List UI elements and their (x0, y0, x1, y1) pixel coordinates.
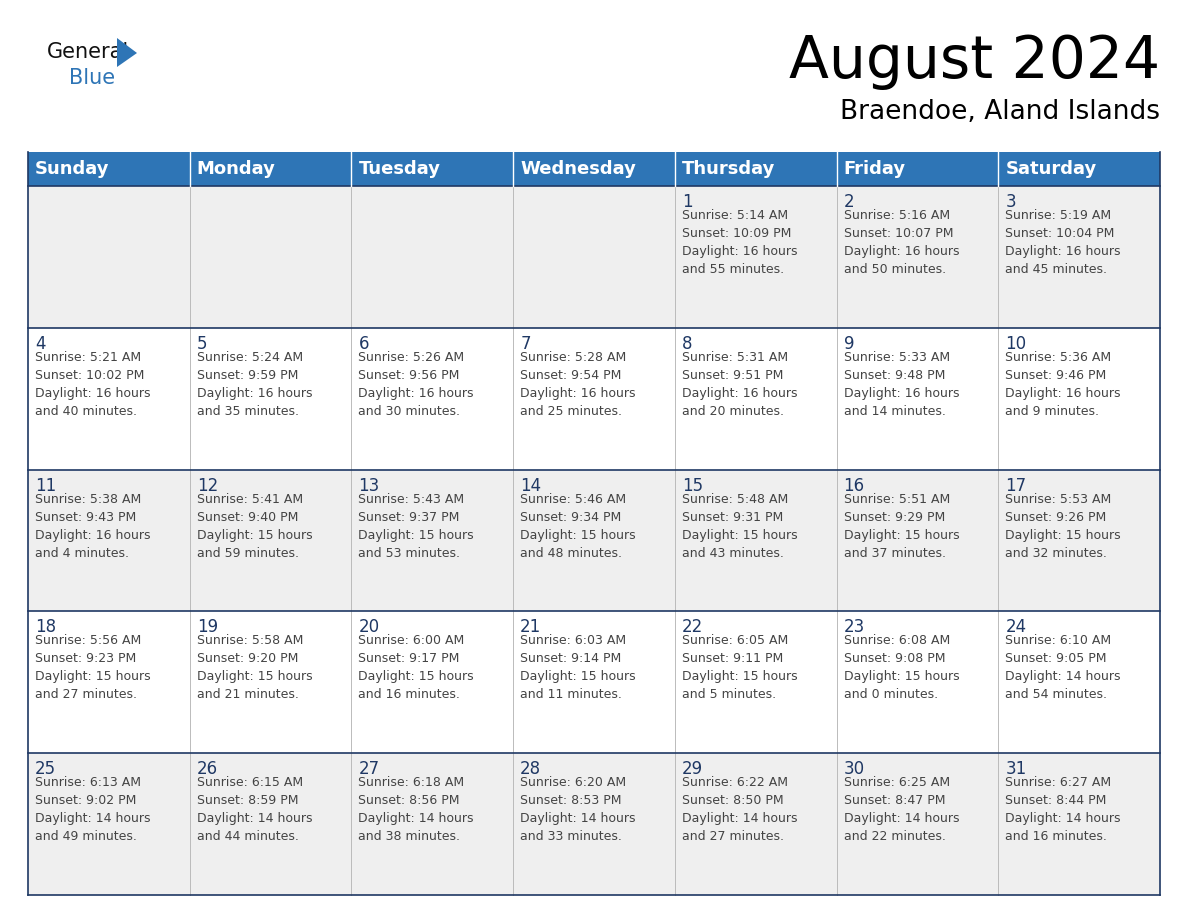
Text: Sunrise: 6:05 AM
Sunset: 9:11 PM
Daylight: 15 hours
and 5 minutes.: Sunrise: 6:05 AM Sunset: 9:11 PM Dayligh… (682, 634, 797, 701)
Text: 22: 22 (682, 619, 703, 636)
Text: Sunrise: 5:56 AM
Sunset: 9:23 PM
Daylight: 15 hours
and 27 minutes.: Sunrise: 5:56 AM Sunset: 9:23 PM Dayligh… (34, 634, 151, 701)
Text: Wednesday: Wednesday (520, 160, 636, 178)
Text: 16: 16 (843, 476, 865, 495)
Text: Monday: Monday (197, 160, 276, 178)
Text: Sunrise: 5:48 AM
Sunset: 9:31 PM
Daylight: 15 hours
and 43 minutes.: Sunrise: 5:48 AM Sunset: 9:31 PM Dayligh… (682, 493, 797, 560)
Bar (190, 152, 352, 186)
Bar (352, 152, 513, 186)
Text: 18: 18 (34, 619, 56, 636)
Text: Sunrise: 5:21 AM
Sunset: 10:02 PM
Daylight: 16 hours
and 40 minutes.: Sunrise: 5:21 AM Sunset: 10:02 PM Daylig… (34, 351, 151, 418)
Text: Sunrise: 6:18 AM
Sunset: 8:56 PM
Daylight: 14 hours
and 38 minutes.: Sunrise: 6:18 AM Sunset: 8:56 PM Dayligh… (359, 777, 474, 844)
Text: 26: 26 (197, 760, 217, 778)
Bar (29, 753, 1159, 895)
Text: Sunday: Sunday (34, 160, 109, 178)
Text: Sunrise: 5:38 AM
Sunset: 9:43 PM
Daylight: 16 hours
and 4 minutes.: Sunrise: 5:38 AM Sunset: 9:43 PM Dayligh… (34, 493, 151, 560)
Text: 21: 21 (520, 619, 542, 636)
Text: Sunrise: 5:16 AM
Sunset: 10:07 PM
Daylight: 16 hours
and 50 minutes.: Sunrise: 5:16 AM Sunset: 10:07 PM Daylig… (843, 209, 959, 276)
Bar (29, 470, 1159, 611)
Text: 12: 12 (197, 476, 217, 495)
Text: Sunrise: 5:19 AM
Sunset: 10:04 PM
Daylight: 16 hours
and 45 minutes.: Sunrise: 5:19 AM Sunset: 10:04 PM Daylig… (1005, 209, 1120, 276)
Text: Braendoe, Aland Islands: Braendoe, Aland Islands (840, 99, 1159, 125)
Text: 17: 17 (1005, 476, 1026, 495)
Bar (998, 152, 1159, 186)
Text: Sunrise: 6:10 AM
Sunset: 9:05 PM
Daylight: 14 hours
and 54 minutes.: Sunrise: 6:10 AM Sunset: 9:05 PM Dayligh… (1005, 634, 1120, 701)
Text: Sunrise: 5:31 AM
Sunset: 9:51 PM
Daylight: 16 hours
and 20 minutes.: Sunrise: 5:31 AM Sunset: 9:51 PM Dayligh… (682, 351, 797, 418)
Bar (29, 611, 1159, 753)
Text: Sunrise: 5:41 AM
Sunset: 9:40 PM
Daylight: 15 hours
and 59 minutes.: Sunrise: 5:41 AM Sunset: 9:40 PM Dayligh… (197, 493, 312, 560)
Text: Friday: Friday (843, 160, 905, 178)
Text: Sunrise: 5:33 AM
Sunset: 9:48 PM
Daylight: 16 hours
and 14 minutes.: Sunrise: 5:33 AM Sunset: 9:48 PM Dayligh… (843, 351, 959, 418)
Text: Blue: Blue (69, 68, 115, 88)
Text: 7: 7 (520, 335, 531, 353)
Text: 19: 19 (197, 619, 217, 636)
Text: Tuesday: Tuesday (359, 160, 441, 178)
Text: 31: 31 (1005, 760, 1026, 778)
Text: August 2024: August 2024 (789, 33, 1159, 91)
Text: 6: 6 (359, 335, 369, 353)
Bar (836, 152, 998, 186)
Text: Sunrise: 5:58 AM
Sunset: 9:20 PM
Daylight: 15 hours
and 21 minutes.: Sunrise: 5:58 AM Sunset: 9:20 PM Dayligh… (197, 634, 312, 701)
Text: 10: 10 (1005, 335, 1026, 353)
Text: 20: 20 (359, 619, 379, 636)
Bar (29, 186, 1159, 328)
Text: Sunrise: 5:43 AM
Sunset: 9:37 PM
Daylight: 15 hours
and 53 minutes.: Sunrise: 5:43 AM Sunset: 9:37 PM Dayligh… (359, 493, 474, 560)
Text: 4: 4 (34, 335, 45, 353)
Text: Sunrise: 6:25 AM
Sunset: 8:47 PM
Daylight: 14 hours
and 22 minutes.: Sunrise: 6:25 AM Sunset: 8:47 PM Dayligh… (843, 777, 959, 844)
Text: 2: 2 (843, 193, 854, 211)
Text: 24: 24 (1005, 619, 1026, 636)
Text: Sunrise: 6:22 AM
Sunset: 8:50 PM
Daylight: 14 hours
and 27 minutes.: Sunrise: 6:22 AM Sunset: 8:50 PM Dayligh… (682, 777, 797, 844)
Text: 28: 28 (520, 760, 542, 778)
Polygon shape (116, 38, 137, 67)
Text: Sunrise: 5:28 AM
Sunset: 9:54 PM
Daylight: 16 hours
and 25 minutes.: Sunrise: 5:28 AM Sunset: 9:54 PM Dayligh… (520, 351, 636, 418)
Text: 29: 29 (682, 760, 703, 778)
Text: Sunrise: 6:00 AM
Sunset: 9:17 PM
Daylight: 15 hours
and 16 minutes.: Sunrise: 6:00 AM Sunset: 9:17 PM Dayligh… (359, 634, 474, 701)
Bar (513, 152, 675, 186)
Text: 8: 8 (682, 335, 693, 353)
Text: 5: 5 (197, 335, 207, 353)
Text: 15: 15 (682, 476, 703, 495)
Text: Sunrise: 5:46 AM
Sunset: 9:34 PM
Daylight: 15 hours
and 48 minutes.: Sunrise: 5:46 AM Sunset: 9:34 PM Dayligh… (520, 493, 636, 560)
Text: Thursday: Thursday (682, 160, 776, 178)
Text: Sunrise: 5:51 AM
Sunset: 9:29 PM
Daylight: 15 hours
and 37 minutes.: Sunrise: 5:51 AM Sunset: 9:29 PM Dayligh… (843, 493, 959, 560)
Text: 11: 11 (34, 476, 56, 495)
Text: Sunrise: 5:26 AM
Sunset: 9:56 PM
Daylight: 16 hours
and 30 minutes.: Sunrise: 5:26 AM Sunset: 9:56 PM Dayligh… (359, 351, 474, 418)
Text: 23: 23 (843, 619, 865, 636)
Text: 27: 27 (359, 760, 379, 778)
Text: General: General (48, 42, 129, 62)
Text: Sunrise: 6:08 AM
Sunset: 9:08 PM
Daylight: 15 hours
and 0 minutes.: Sunrise: 6:08 AM Sunset: 9:08 PM Dayligh… (843, 634, 959, 701)
Text: 25: 25 (34, 760, 56, 778)
Text: 13: 13 (359, 476, 380, 495)
Text: 14: 14 (520, 476, 542, 495)
Text: Sunrise: 5:24 AM
Sunset: 9:59 PM
Daylight: 16 hours
and 35 minutes.: Sunrise: 5:24 AM Sunset: 9:59 PM Dayligh… (197, 351, 312, 418)
Text: Sunrise: 5:53 AM
Sunset: 9:26 PM
Daylight: 15 hours
and 32 minutes.: Sunrise: 5:53 AM Sunset: 9:26 PM Dayligh… (1005, 493, 1121, 560)
Text: Sunrise: 6:03 AM
Sunset: 9:14 PM
Daylight: 15 hours
and 11 minutes.: Sunrise: 6:03 AM Sunset: 9:14 PM Dayligh… (520, 634, 636, 701)
Bar (29, 152, 190, 186)
Text: Sunrise: 5:36 AM
Sunset: 9:46 PM
Daylight: 16 hours
and 9 minutes.: Sunrise: 5:36 AM Sunset: 9:46 PM Dayligh… (1005, 351, 1120, 418)
Text: Sunrise: 6:15 AM
Sunset: 8:59 PM
Daylight: 14 hours
and 44 minutes.: Sunrise: 6:15 AM Sunset: 8:59 PM Dayligh… (197, 777, 312, 844)
Text: Saturday: Saturday (1005, 160, 1097, 178)
Text: 3: 3 (1005, 193, 1016, 211)
Text: Sunrise: 5:14 AM
Sunset: 10:09 PM
Daylight: 16 hours
and 55 minutes.: Sunrise: 5:14 AM Sunset: 10:09 PM Daylig… (682, 209, 797, 276)
Text: 1: 1 (682, 193, 693, 211)
Bar (675, 152, 836, 186)
Text: Sunrise: 6:13 AM
Sunset: 9:02 PM
Daylight: 14 hours
and 49 minutes.: Sunrise: 6:13 AM Sunset: 9:02 PM Dayligh… (34, 777, 151, 844)
Bar (29, 328, 1159, 470)
Text: Sunrise: 6:20 AM
Sunset: 8:53 PM
Daylight: 14 hours
and 33 minutes.: Sunrise: 6:20 AM Sunset: 8:53 PM Dayligh… (520, 777, 636, 844)
Text: Sunrise: 6:27 AM
Sunset: 8:44 PM
Daylight: 14 hours
and 16 minutes.: Sunrise: 6:27 AM Sunset: 8:44 PM Dayligh… (1005, 777, 1120, 844)
Text: 9: 9 (843, 335, 854, 353)
Text: 30: 30 (843, 760, 865, 778)
